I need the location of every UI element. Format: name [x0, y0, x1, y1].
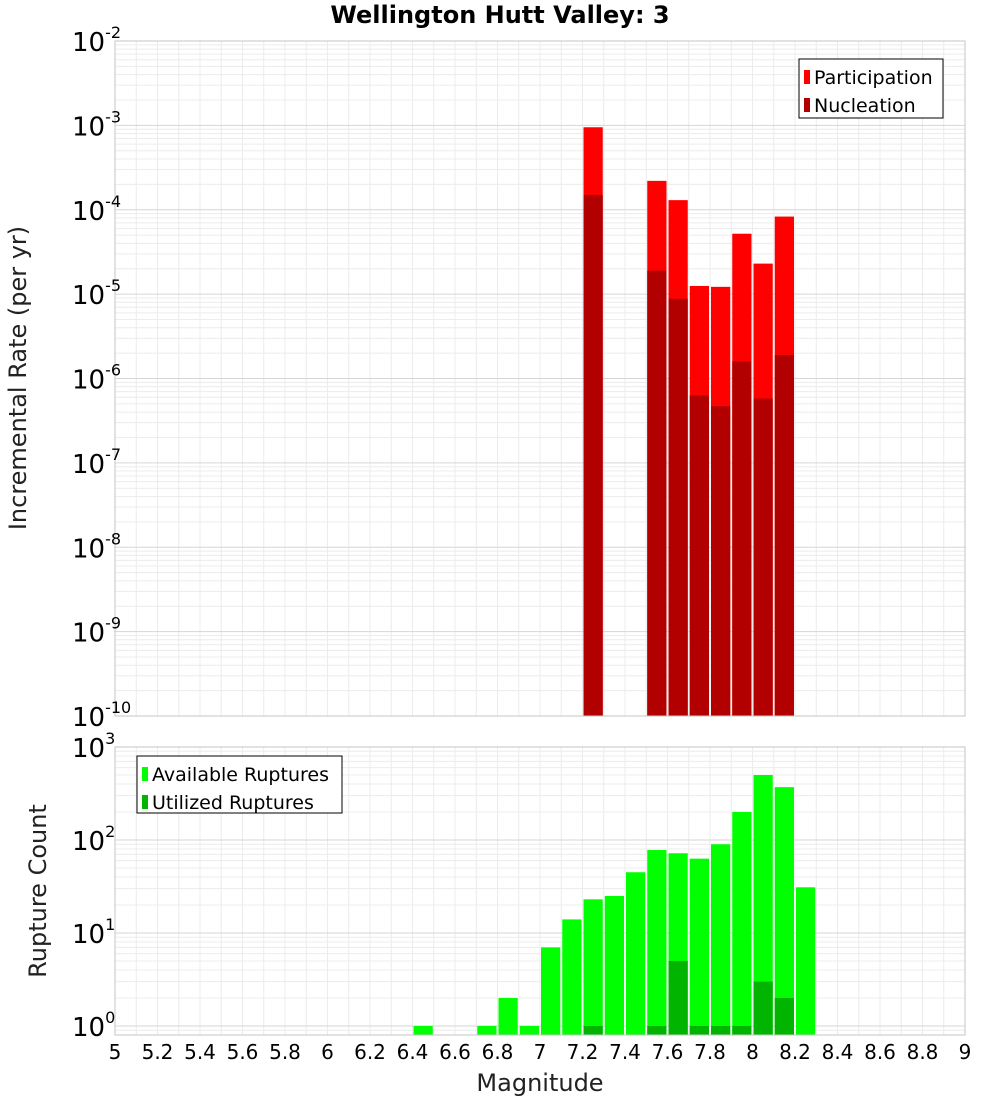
bottom-bar-available-ruptures	[541, 947, 561, 1035]
top-bars	[583, 127, 794, 716]
x-tick-label: 8	[746, 1040, 759, 1064]
bottom-legend-swatch-utilized-ruptures	[142, 795, 148, 809]
top-legend: Participation Nucleation	[798, 58, 944, 119]
x-tick-label: 6.8	[482, 1040, 514, 1064]
bottom-bar-utilized-ruptures	[711, 1025, 731, 1035]
bottom-y-axis-label: Rupture Count	[24, 804, 52, 978]
bottom-bar-available-ruptures	[647, 850, 667, 1035]
x-ticks: 5 5.2 5.4 5.6 5.8 6 6.2 6.4 6.6 6.8 7 7.2 7.4 7.6 7.8 8…	[109, 1040, 972, 1064]
top-y-tick-label: 10-4	[72, 192, 121, 227]
top-y-tick-label: 10-6	[72, 361, 121, 396]
bottom-bar-available-ruptures	[796, 887, 816, 1035]
top-bar-nucleation	[711, 406, 731, 716]
top-y-tick-label: 10-3	[72, 107, 121, 142]
bottom-legend-box	[136, 755, 343, 814]
bottom-bar-utilized-ruptures	[732, 1025, 752, 1035]
bottom-bar-available-ruptures	[519, 1025, 539, 1035]
x-tick-label: 6.4	[397, 1040, 429, 1064]
top-bar-nucleation	[583, 194, 603, 716]
bottom-bar-available-ruptures	[711, 844, 731, 1035]
top-y-tick-label: 10-9	[72, 614, 121, 649]
bottom-bar-utilized-ruptures	[583, 1025, 603, 1035]
top-bar-nucleation	[732, 361, 752, 716]
bottom-bar-available-ruptures	[562, 919, 582, 1035]
top-grid	[114, 40, 966, 717]
bottom-bars	[413, 774, 816, 1035]
x-tick-label: 8.8	[907, 1040, 939, 1064]
bottom-bar-available-ruptures	[626, 872, 646, 1035]
bottom-y-tick-label: 101	[72, 915, 115, 950]
top-bar-nucleation	[668, 298, 688, 716]
top-plot: 10-10 10-9 10-8 10-7 10-6 10-5 10-4 10-3 10-2 Par…	[72, 23, 966, 733]
bottom-bar-available-ruptures	[583, 899, 603, 1035]
bottom-legend-label-utilized-ruptures: Utilized Ruptures	[152, 792, 314, 814]
top-y-tick-label: 10-2	[72, 23, 121, 58]
bottom-bar-utilized-ruptures	[647, 1025, 667, 1035]
x-tick-label: 8.2	[779, 1040, 811, 1064]
top-legend-label-nucleation: Nucleation	[814, 95, 916, 117]
bottom-legend-label-available-ruptures: Available Ruptures	[152, 764, 329, 786]
bottom-plot: 100 101 102 103 Available Ruptures Utilized R…	[72, 729, 966, 1043]
x-tick-label: 7.6	[652, 1040, 684, 1064]
bottom-bar-available-ruptures	[413, 1025, 433, 1035]
x-tick-label: 5.8	[269, 1040, 301, 1064]
top-legend-box	[798, 58, 944, 119]
bottom-y-ticks: 100 101 102 103	[72, 729, 115, 1043]
top-legend-swatch-participation	[804, 70, 810, 84]
bottom-bar-available-ruptures	[753, 774, 773, 1035]
bottom-bar-available-ruptures	[774, 787, 794, 1035]
top-y-tick-label: 10-8	[72, 529, 121, 564]
top-legend-label-participation: Participation	[814, 67, 933, 89]
x-tick-label: 6	[321, 1040, 334, 1064]
bottom-legend: Available Ruptures Utilized Ruptures	[136, 755, 343, 814]
x-axis-label: Magnitude	[476, 1069, 603, 1097]
bottom-bar-available-ruptures	[477, 1025, 497, 1035]
x-tick-label: 6.6	[439, 1040, 471, 1064]
bottom-y-tick-label: 103	[72, 729, 115, 764]
x-tick-label: 9	[959, 1040, 972, 1064]
bottom-bar-utilized-ruptures	[774, 997, 794, 1035]
bottom-bar-utilized-ruptures	[753, 981, 773, 1035]
top-y-tick-label: 10-10	[72, 698, 131, 733]
top-y-tick-label: 10-7	[72, 445, 121, 480]
top-y-axis-label: Incremental Rate (per yr)	[4, 226, 32, 530]
top-bar-nucleation	[647, 270, 667, 716]
x-tick-label: 5	[109, 1040, 122, 1064]
bottom-bar-utilized-ruptures	[668, 960, 688, 1035]
x-tick-label: 5.6	[227, 1040, 259, 1064]
bottom-bar-available-ruptures	[498, 997, 518, 1035]
x-tick-label: 7.8	[694, 1040, 726, 1064]
top-bar-nucleation	[753, 398, 773, 716]
bottom-bar-available-ruptures	[604, 895, 624, 1035]
x-tick-label: 6.2	[354, 1040, 386, 1064]
x-tick-label: 7.4	[609, 1040, 641, 1064]
top-legend-swatch-nucleation	[804, 98, 810, 112]
x-tick-label: 7.2	[567, 1040, 599, 1064]
top-y-ticks: 10-10 10-9 10-8 10-7 10-6 10-5 10-4 10-3 10-2	[72, 23, 131, 733]
top-y-tick-label: 10-5	[72, 276, 121, 311]
bottom-y-tick-label: 100	[72, 1008, 115, 1043]
x-tick-label: 5.4	[184, 1040, 216, 1064]
bottom-frame	[114, 746, 966, 1036]
top-frame	[114, 40, 966, 717]
top-bar-nucleation	[689, 395, 709, 716]
x-tick-label: 5.2	[142, 1040, 174, 1064]
bottom-bar-available-ruptures	[689, 858, 709, 1035]
bottom-bar-utilized-ruptures	[689, 1025, 709, 1035]
bottom-legend-swatch-available-ruptures	[142, 767, 148, 781]
x-tick-label: 8.4	[822, 1040, 854, 1064]
x-tick-label: 7	[534, 1040, 547, 1064]
bottom-y-tick-label: 102	[72, 822, 115, 857]
bottom-bar-available-ruptures	[732, 812, 752, 1035]
x-tick-label: 8.6	[864, 1040, 896, 1064]
top-bar-nucleation	[774, 354, 794, 716]
chart-title: Wellington Hutt Valley: 3	[330, 1, 669, 29]
